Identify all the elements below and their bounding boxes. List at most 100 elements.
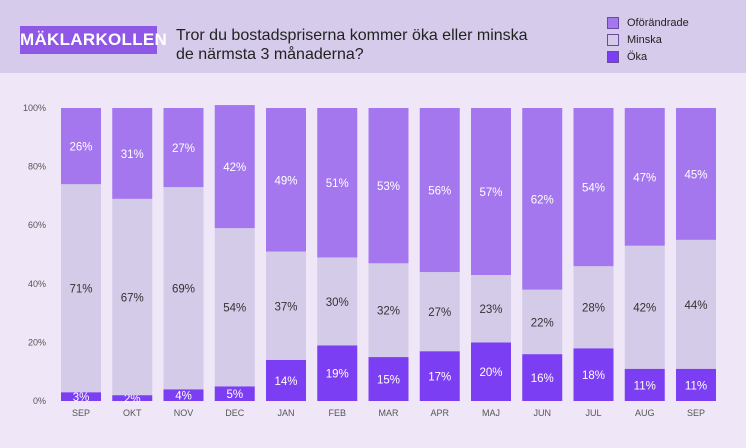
legend-label-oforandrade: Oförändrade <box>627 17 689 29</box>
bar-segment-oforandrade <box>419 108 460 273</box>
bar-segment-oka <box>522 354 563 401</box>
bar-segment-oforandrade <box>214 105 255 229</box>
data-label-oforandrade: 62% <box>531 194 554 206</box>
bar-segment-minska <box>624 245 665 369</box>
data-label-minska: 71% <box>69 284 92 296</box>
bar-segment-minska <box>61 184 101 393</box>
x-tick-label: MAJ <box>482 408 500 418</box>
bar-segment-oforandrade <box>317 108 358 258</box>
data-label-oka: 5% <box>226 389 243 401</box>
data-label-oka: 20% <box>479 367 502 379</box>
data-label-minska: 44% <box>684 300 707 312</box>
bar-segment-oforandrade <box>112 108 153 199</box>
bar-segment-minska <box>471 275 511 343</box>
y-tick-label: 40% <box>28 279 46 289</box>
x-tick-label: SEP <box>72 408 90 418</box>
data-label-minska: 27% <box>428 307 451 319</box>
data-label-oforandrade: 51% <box>326 178 349 190</box>
bar-segment-oka <box>112 395 153 401</box>
brand-logo: MÄKLARKOLLEN <box>20 26 167 54</box>
legend-swatch-oka <box>607 51 619 63</box>
data-label-oforandrade: 56% <box>428 186 451 198</box>
x-tick-label: JAN <box>277 408 294 418</box>
data-label-oforandrade: 54% <box>582 183 605 195</box>
data-label-minska: 42% <box>633 303 656 315</box>
bar-segment-oka <box>266 359 306 401</box>
bar-segment-oforandrade <box>266 108 306 252</box>
bar-segment-oforandrade <box>522 108 563 290</box>
y-tick-label: 80% <box>28 162 46 172</box>
legend-swatch-oforandrade <box>607 17 619 29</box>
data-label-oforandrade: 27% <box>172 143 195 155</box>
bar-segment-minska <box>266 251 306 360</box>
data-label-minska: 22% <box>531 317 554 329</box>
data-label-minska: 32% <box>377 306 400 318</box>
legend-label-minska: Minska <box>627 34 662 46</box>
data-label-minska: 54% <box>223 303 246 315</box>
data-label-oka: 11% <box>685 380 707 392</box>
data-label-oka: 17% <box>428 372 451 384</box>
bar-segment-minska <box>214 228 255 387</box>
data-label-oforandrade: 49% <box>274 175 297 187</box>
bar-segment-oforandrade <box>61 108 101 185</box>
bar-segment-minska <box>676 239 716 369</box>
data-label-oka: 15% <box>377 375 400 387</box>
x-tick-label: JUN <box>534 408 552 418</box>
data-label-minska: 67% <box>121 292 144 304</box>
data-label-minska: 69% <box>172 284 195 296</box>
data-label-oka: 3% <box>73 392 90 404</box>
data-label-oka: 18% <box>582 370 605 382</box>
y-tick-label: 0% <box>33 396 46 406</box>
bar-segment-oka <box>61 392 101 401</box>
bar-segment-oforandrade <box>573 108 614 267</box>
bar-segment-oka <box>471 342 511 401</box>
data-label-oforandrade: 42% <box>223 162 246 174</box>
bar-segment-oka <box>214 386 255 401</box>
bar-segment-oka <box>317 345 358 401</box>
bar-segment-minska <box>368 263 409 358</box>
data-label-oforandrade: 45% <box>684 169 707 181</box>
data-label-oka: 2% <box>124 394 141 406</box>
bar-segment-minska <box>522 289 563 355</box>
data-label-oka: 4% <box>175 391 192 403</box>
legend-swatch-minska <box>607 34 619 46</box>
bar-segment-minska <box>163 187 204 390</box>
bar-segment-oka <box>419 351 460 401</box>
data-label-minska: 28% <box>582 303 605 315</box>
bar-segment-oforandrade <box>624 108 665 246</box>
bar-segment-oforandrade <box>163 108 204 188</box>
bar-segment-oforandrade <box>368 108 409 264</box>
bar-segment-oka <box>163 389 204 401</box>
data-label-minska: 37% <box>274 301 297 313</box>
bar-segment-minska <box>317 257 358 346</box>
x-tick-label: JUL <box>585 408 601 418</box>
data-label-oka: 11% <box>634 380 656 392</box>
chart-title: Tror du bostadspriserna kommer öka eller… <box>176 27 528 63</box>
data-label-oka: 16% <box>531 373 554 385</box>
x-tick-label: AUG <box>635 408 655 418</box>
x-tick-label: MAR <box>379 408 400 418</box>
x-tick-label: FEB <box>328 408 346 418</box>
bar-segment-oka <box>573 348 614 401</box>
y-tick-label: 100% <box>23 103 46 113</box>
bar-segment-oka <box>676 368 716 401</box>
y-tick-label: 60% <box>28 220 46 230</box>
x-tick-label: NOV <box>174 408 194 418</box>
data-label-oforandrade: 47% <box>633 172 656 184</box>
bar-segment-minska <box>112 198 153 396</box>
bar-segment-oka <box>624 368 665 401</box>
x-tick-label: DEC <box>225 408 245 418</box>
data-label-oka: 19% <box>326 369 349 381</box>
data-label-minska: 30% <box>326 297 349 309</box>
data-label-minska: 23% <box>479 304 502 316</box>
bar-segment-minska <box>419 272 460 352</box>
x-tick-label: APR <box>430 408 449 418</box>
bar-segment-oka <box>368 357 409 401</box>
data-label-oforandrade: 53% <box>377 181 400 193</box>
legend-label-oka: Öka <box>627 51 648 63</box>
data-label-oforandrade: 31% <box>121 149 144 161</box>
x-tick-label: SEP <box>687 408 705 418</box>
bar-segment-oforandrade <box>676 108 716 240</box>
header-band: MÄKLARKOLLEN Tror du bostadspriserna kom… <box>0 0 746 73</box>
